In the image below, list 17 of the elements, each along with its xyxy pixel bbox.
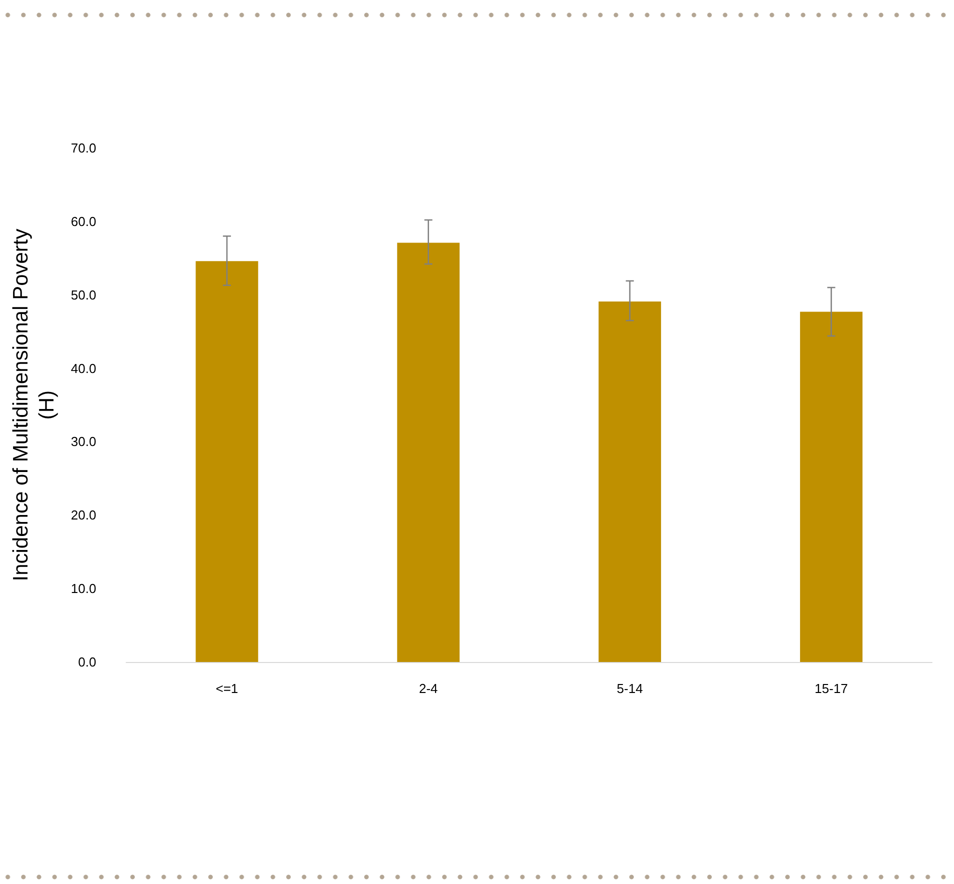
y-tick-label: 70.0	[70, 140, 96, 156]
y-tick-label: 40.0	[70, 360, 96, 376]
bar	[598, 301, 662, 662]
y-tick-label: 60.0	[70, 214, 96, 229]
bar	[800, 312, 862, 662]
y-axis-title: Incidence of Multidimensional Poverty (H)	[10, 228, 58, 582]
x-tick-label: 15-17	[814, 681, 848, 696]
x-tick-label: 2-4	[418, 681, 438, 696]
x-tick-label: <=1	[216, 681, 238, 696]
bar	[397, 242, 460, 662]
y-tick-label: 30.0	[70, 434, 96, 450]
x-tick-label: 5-14	[616, 681, 643, 696]
y-tick-label: 50.0	[70, 287, 96, 302]
y-tick-label: 0.0	[78, 654, 96, 670]
bar	[196, 261, 258, 662]
y-tick-label: 20.0	[70, 508, 96, 523]
y-tick-label: 10.0	[70, 581, 96, 596]
